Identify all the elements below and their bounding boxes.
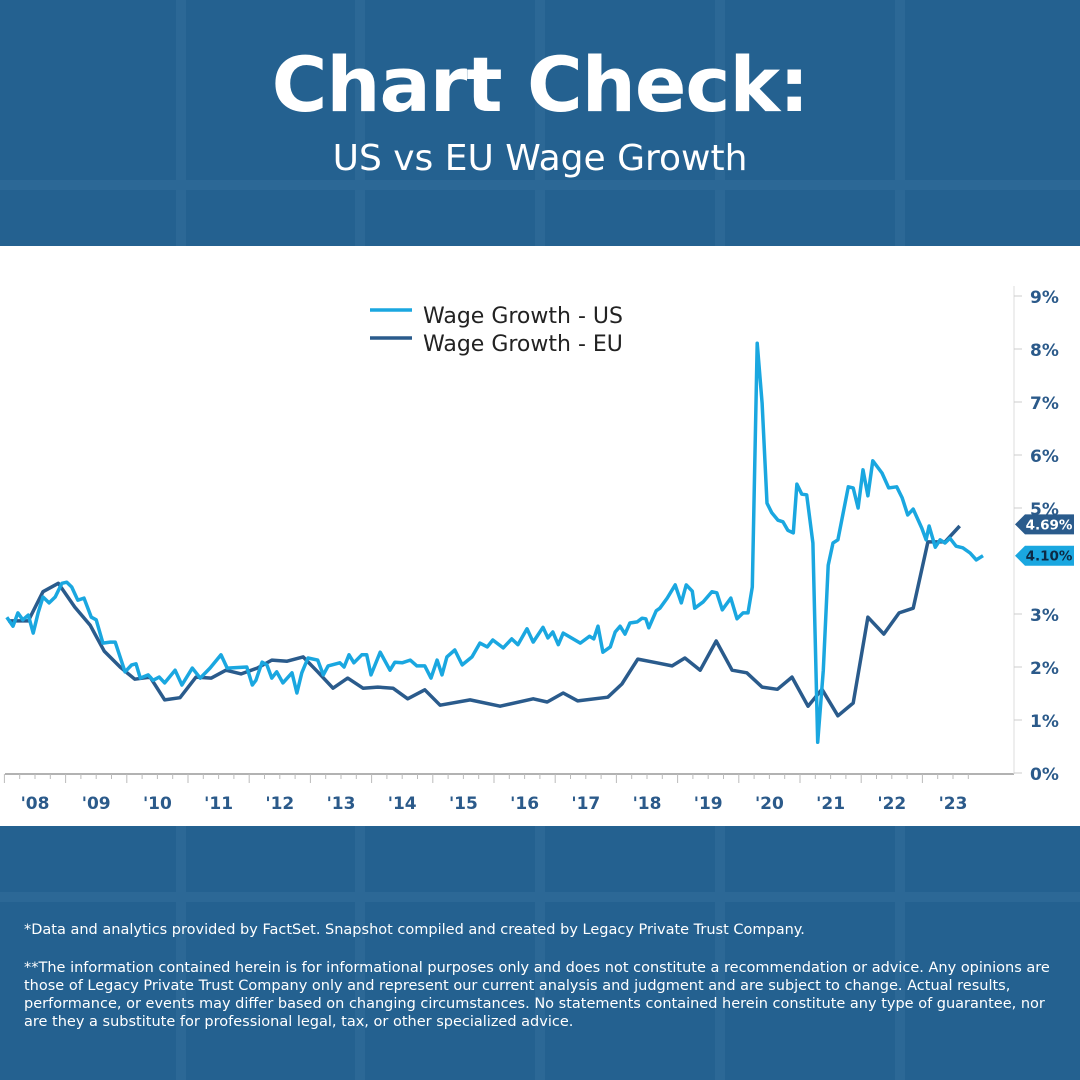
x-tick-label: '13 — [327, 794, 356, 814]
y-tick-label: 2% — [1030, 659, 1059, 679]
legend-label-us: Wage Growth - US — [423, 304, 623, 329]
chart-panel: '08 '09 '10 '11 '12 '13 '14 '15 '16 '17 '18 '19 '20 '… — [0, 246, 1080, 826]
x-tick-label: '14 — [388, 794, 417, 814]
x-tick-label: '17 — [571, 794, 600, 814]
last-value-callout-eu: 4.69% — [1015, 514, 1074, 535]
background-grid-line — [0, 892, 1080, 902]
x-tick-label: '12 — [265, 794, 294, 814]
page-subtitle: US vs EU Wage Growth — [332, 138, 748, 179]
y-tick-label: 9% — [1030, 288, 1059, 308]
callout-label: 4.10% — [1026, 549, 1073, 565]
y-tick-label: 1% — [1030, 712, 1059, 732]
page-title: Chart Check: — [271, 40, 810, 129]
source-note: *Data and analytics provided by FactSet.… — [24, 922, 805, 938]
y-tick-label: 3% — [1030, 606, 1059, 626]
y-tick-label: 7% — [1030, 394, 1059, 414]
series-line-eu — [8, 524, 961, 718]
y-tick-label: 8% — [1030, 341, 1059, 361]
wage-growth-chart: '08 '09 '10 '11 '12 '13 '14 '15 '16 '17 '18 '19 '20 '… — [3, 286, 1074, 814]
x-tick-label: '11 — [204, 794, 233, 814]
y-tick-label: 0% — [1030, 765, 1059, 785]
legend: Wage Growth - US Wage Growth - EU — [370, 304, 623, 357]
x-tick-label: '22 — [877, 794, 906, 814]
x-tick-label: '09 — [82, 794, 111, 814]
x-tick-label: '21 — [816, 794, 845, 814]
disclaimer: **The information contained herein is fo… — [24, 960, 1050, 1030]
x-tick-label: '15 — [449, 794, 478, 814]
callout-background — [1015, 514, 1074, 535]
callout-background — [1015, 545, 1074, 566]
x-tick-label: '23 — [939, 794, 968, 814]
last-value-callout-us: 4.10% — [1015, 545, 1074, 566]
x-tick-label: '16 — [510, 794, 539, 814]
x-tick-label: '20 — [755, 794, 784, 814]
callout-label: 4.69% — [1026, 517, 1073, 533]
background-grid-line — [0, 180, 1080, 190]
x-tick-label: '18 — [633, 794, 662, 814]
legend-label-eu: Wage Growth - EU — [423, 332, 623, 357]
y-tick-label: 6% — [1030, 447, 1059, 467]
x-tick-label: '10 — [143, 794, 172, 814]
series-line-us — [5, 341, 984, 745]
x-tick-label: '19 — [694, 794, 723, 814]
x-tick-label: '08 — [21, 794, 50, 814]
